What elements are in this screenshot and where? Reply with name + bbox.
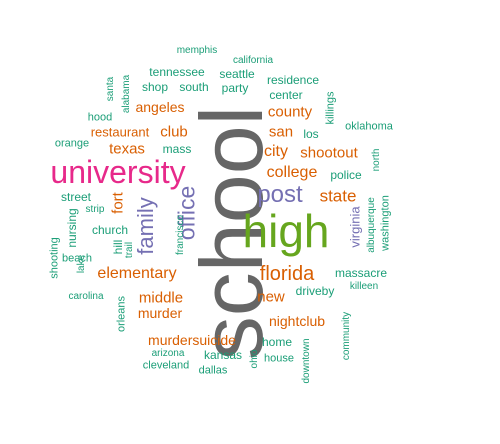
word-church: church [91, 223, 129, 237]
word-high: high [242, 205, 330, 257]
word-mass: mass [162, 142, 192, 156]
word-center: center [269, 88, 303, 102]
word-killings: killings [324, 91, 337, 125]
word-family: family [133, 197, 158, 255]
word-cleveland: cleveland [142, 359, 190, 372]
word-carolina: carolina [68, 291, 104, 302]
word-north: north [371, 148, 382, 172]
word-memphis: memphis [176, 45, 218, 56]
word-dallas: dallas [198, 364, 228, 377]
word-los: los [303, 127, 319, 141]
word-florida: florida [259, 263, 315, 285]
word-washington: washington [379, 195, 392, 251]
word-albuquerque: albuquerque [366, 197, 377, 253]
word-residence: residence [266, 73, 320, 87]
word-massacre: massacre [334, 266, 388, 280]
word-fort: fort [109, 192, 127, 214]
word-california: california [232, 55, 274, 66]
word-post: post [257, 181, 303, 208]
word-killeen: killeen [349, 281, 379, 292]
word-college: college [266, 164, 318, 181]
word-angeles: angeles [135, 99, 185, 115]
word-san: san [268, 123, 294, 141]
word-orleans: orleans [115, 295, 128, 333]
word-state: state [319, 186, 357, 206]
word-police: police [330, 168, 362, 182]
word-new: new [257, 288, 285, 306]
word-nightclub: nightclub [268, 313, 326, 329]
word-orange: orange [54, 137, 90, 150]
word-elementary: elementary [97, 265, 177, 282]
word-ohio: ohio [249, 349, 260, 369]
word-south: south [179, 80, 209, 94]
word-santa: santa [105, 76, 116, 102]
word-shop: shop [141, 80, 169, 94]
word-arizona: arizona [151, 348, 185, 359]
word-oklahoma: oklahoma [345, 120, 393, 133]
word-county: county [267, 103, 313, 121]
word-murder: murder [137, 305, 183, 321]
word-university: university [50, 154, 186, 190]
word-francisco: francisco [175, 214, 186, 256]
word-alabama: alabama [121, 74, 132, 114]
word-street: street [60, 190, 92, 204]
word-nursing: nursing [65, 208, 79, 248]
word-middle: middle [138, 289, 184, 307]
word-seattle: seattle [219, 67, 255, 81]
word-tennessee: tennessee [149, 65, 205, 79]
word-city: city [264, 143, 288, 160]
word-kansas: kansas [203, 348, 243, 362]
word-murdersuicide: murdersuicide [148, 332, 236, 348]
word-club: club [160, 123, 188, 141]
word-shootout: shootout [300, 144, 358, 162]
word-driveby: driveby [295, 284, 335, 298]
word-hill: hill [111, 239, 125, 255]
word-shooting: shooting [48, 237, 61, 279]
word-trail: trail [124, 241, 135, 259]
word-downtown: downtown [301, 338, 312, 384]
word-house: house [264, 352, 294, 365]
word-home: home [261, 335, 293, 349]
word-hood: hood [87, 111, 113, 124]
word-beach: beach [62, 252, 92, 265]
word-community: community [341, 311, 352, 361]
word-virginia: virginia [347, 206, 363, 248]
word-party: party [221, 81, 249, 95]
word-restaurant: restaurant [90, 124, 150, 140]
word-texas: texas [109, 140, 145, 158]
word-strip: strip [85, 204, 105, 215]
